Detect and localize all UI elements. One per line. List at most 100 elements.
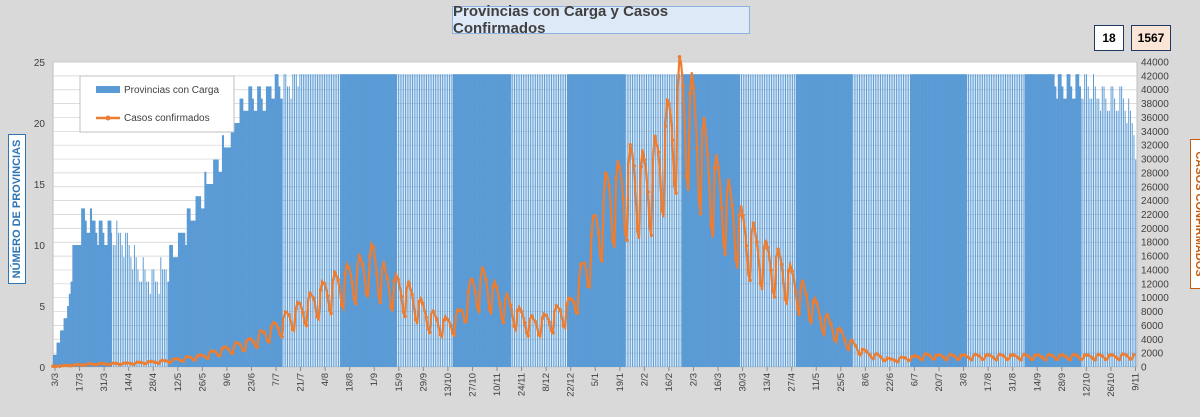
cases-point <box>821 331 826 336</box>
cases-point <box>111 361 115 365</box>
bar <box>811 74 814 367</box>
cases-point <box>748 278 752 283</box>
cases-point <box>1078 357 1083 362</box>
bar <box>452 74 455 367</box>
bar <box>470 74 473 367</box>
y-right-tick-label: 18000 <box>1141 238 1169 249</box>
bar <box>68 293 71 367</box>
bar <box>88 232 91 367</box>
bar <box>892 74 894 367</box>
cases-point <box>547 320 552 325</box>
cases-point <box>114 361 119 366</box>
bar <box>292 74 294 367</box>
cases-point <box>931 357 935 361</box>
cases-point <box>895 359 900 364</box>
bar <box>806 74 809 367</box>
bar <box>762 74 764 367</box>
bar <box>135 257 137 367</box>
cases-point <box>874 352 879 356</box>
bar <box>883 74 885 367</box>
bar <box>228 147 232 367</box>
cases-point <box>255 345 259 350</box>
bar <box>580 74 583 367</box>
cases-point <box>459 308 464 313</box>
bar <box>570 74 573 367</box>
bar <box>778 74 779 367</box>
bar <box>1006 74 1008 367</box>
cases-point <box>867 352 872 357</box>
bar <box>484 74 487 367</box>
bar <box>538 74 540 367</box>
cases-point <box>279 334 284 339</box>
bar <box>723 74 726 367</box>
cases-point <box>909 354 914 359</box>
cases-point <box>452 333 457 337</box>
bar <box>121 245 123 367</box>
cases-point <box>579 262 583 267</box>
bar <box>251 98 254 367</box>
bar <box>857 74 859 367</box>
cases-point <box>1004 357 1009 362</box>
bar <box>167 281 170 367</box>
cases-point <box>304 323 309 328</box>
bar <box>125 232 127 367</box>
bar <box>931 74 934 367</box>
bar <box>644 74 646 367</box>
bar <box>227 147 230 367</box>
bar <box>1056 98 1059 367</box>
cases-point <box>864 349 868 353</box>
bar <box>785 74 787 367</box>
bar <box>932 74 935 367</box>
cases-point <box>670 138 675 143</box>
cases-point <box>645 190 650 194</box>
cases-point <box>892 358 896 362</box>
bar <box>371 74 374 367</box>
x-tick-label: 15/9 <box>394 373 405 392</box>
y-left-tick-label: 20 <box>34 119 46 130</box>
bar <box>665 74 667 367</box>
cases-point <box>800 279 805 284</box>
bar <box>338 74 340 367</box>
bar <box>929 74 932 367</box>
cases-point <box>807 317 812 322</box>
bar <box>987 74 989 367</box>
cases-point <box>512 324 516 328</box>
bar <box>408 74 410 367</box>
bar <box>793 74 795 367</box>
bar <box>403 74 405 367</box>
bar <box>1005 74 1006 367</box>
bar <box>730 74 733 367</box>
bar <box>584 74 587 367</box>
cases-point <box>431 309 435 313</box>
y-right-tick-label: 12000 <box>1141 279 1169 290</box>
bar <box>65 318 68 367</box>
bar <box>573 74 576 367</box>
cases-point <box>688 91 692 96</box>
bar <box>719 74 723 367</box>
line-series <box>51 55 1136 369</box>
bar <box>505 74 508 367</box>
bar <box>151 269 153 367</box>
bar <box>829 74 832 367</box>
x-tick-label: 10/11 <box>492 373 503 396</box>
cases-point <box>624 238 629 242</box>
cases-point <box>726 178 731 183</box>
cases-point <box>1057 353 1062 358</box>
bar <box>1133 135 1135 367</box>
bar <box>1085 74 1087 367</box>
cases-point <box>790 269 794 274</box>
bar <box>81 208 84 367</box>
bar <box>814 74 818 367</box>
bar <box>593 74 596 367</box>
bar <box>917 74 920 367</box>
bar <box>394 74 397 367</box>
y-right-tick-label: 42000 <box>1141 71 1169 82</box>
cases-point <box>684 174 689 178</box>
bar <box>54 354 57 367</box>
cases-point <box>959 353 963 358</box>
x-tick-labels: 3/3 17/3 31/3 14/4 28/4 12/5 26/5 9/6 23/6 7/7 21/… <box>50 367 1141 397</box>
cases-point <box>667 102 671 106</box>
bar <box>705 74 708 367</box>
bar <box>776 74 778 367</box>
bar <box>955 74 958 367</box>
